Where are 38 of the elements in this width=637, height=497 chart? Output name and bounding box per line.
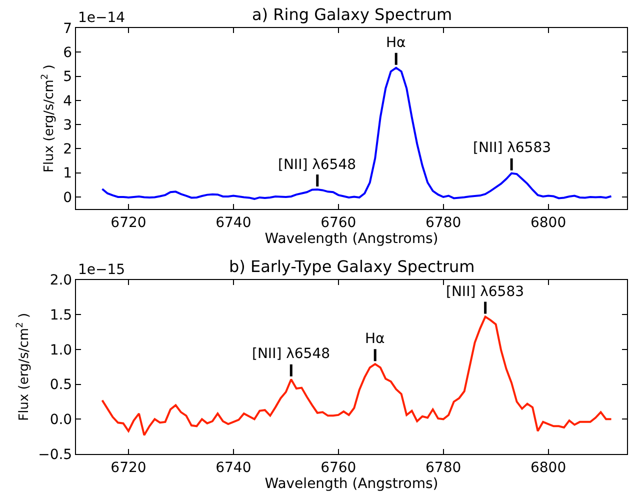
chart-title: b) Early-Type Galaxy Spectrum — [229, 257, 475, 276]
x-tick-label: 6800 — [530, 214, 566, 231]
annotation: [NII] λ6583 — [473, 140, 552, 156]
x-tick-label: 6720 — [110, 214, 146, 231]
y-tick-label: 2 — [63, 142, 72, 158]
y-tick-label: 0 — [63, 190, 72, 206]
line-series — [101, 316, 612, 436]
text: 1e−14 — [78, 10, 126, 26]
annotation: [NII] λ6583 — [446, 284, 524, 300]
annotation: [NII] λ6548 — [252, 346, 330, 362]
x-tick-label: 6760 — [320, 214, 356, 231]
x-tick-label: 6740 — [216, 460, 252, 476]
y-tick-label: 5 — [63, 69, 72, 86]
x-tick-label: 6780 — [426, 460, 462, 476]
line-series — [101, 66, 612, 200]
y-tick-label: −0.5 — [38, 446, 72, 463]
x-axis-title: Wavelength (Angstroms) — [264, 230, 438, 247]
y-tick-label: 4 — [63, 93, 72, 110]
y-tick-label: 0.5 — [50, 377, 72, 394]
annotation: Hα — [386, 35, 406, 51]
x-tick-label: 6760 — [320, 460, 356, 476]
x-axis-title: Wavelength (Angstroms) — [264, 476, 438, 492]
y-tick-label: 6 — [63, 45, 72, 62]
chart-title: a) Ring Galaxy Spectrum — [252, 5, 452, 24]
annotation: Hα — [365, 331, 385, 347]
y-tick-label: 3 — [63, 117, 72, 134]
y-tick-label: 1.5 — [50, 308, 72, 324]
y-tick-label: 1.0 — [50, 342, 72, 358]
annotation: [NII] λ6548 — [278, 157, 356, 173]
y-tick-label: 2.0 — [50, 272, 72, 289]
x-tick-label: 6800 — [530, 460, 566, 476]
x-tick-label: 6720 — [110, 460, 146, 476]
y-tick-label: 1 — [63, 166, 72, 182]
x-tick-label: 6780 — [426, 214, 462, 231]
text: 1e−15 — [78, 262, 126, 278]
x-tick-label: 6740 — [216, 214, 252, 231]
y-tick-label: 7 — [63, 20, 72, 37]
y-tick-label: 0.0 — [50, 412, 72, 428]
